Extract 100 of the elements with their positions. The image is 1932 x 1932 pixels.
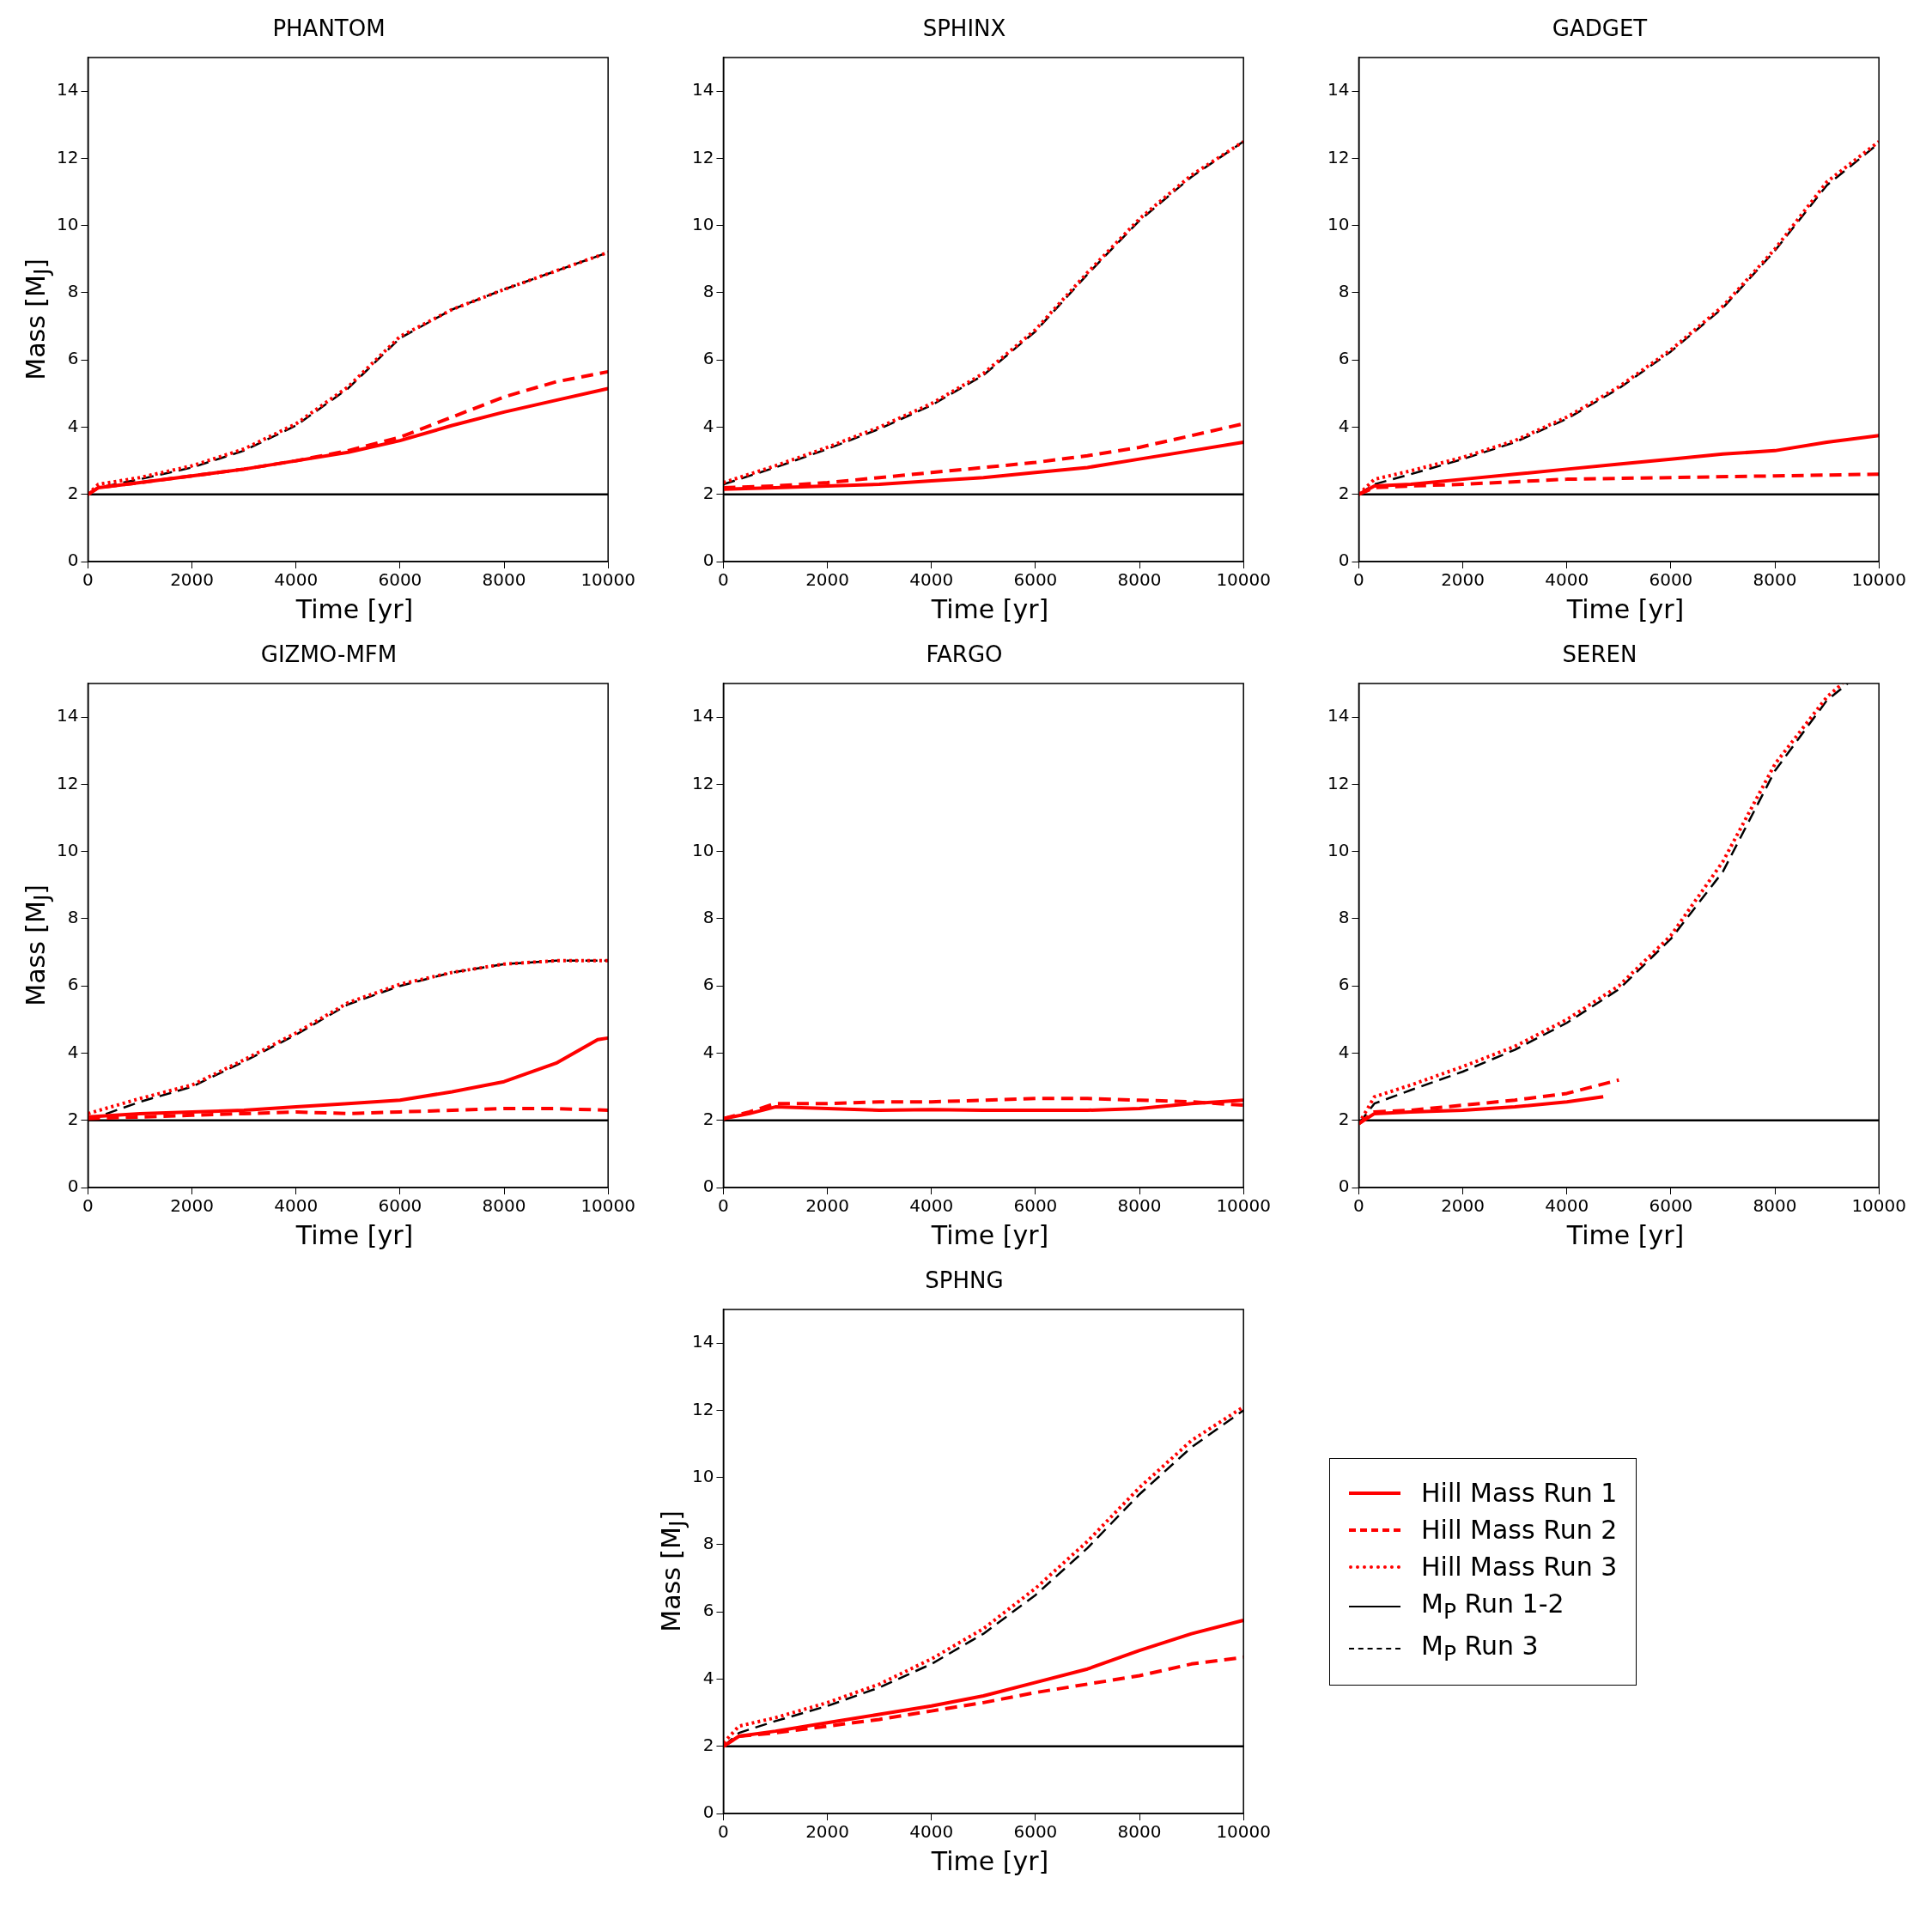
y-tick-label: 0 (702, 1176, 714, 1197)
y-tick-label: 0 (702, 550, 714, 571)
legend-label: Hill Mass Run 2 (1421, 1515, 1618, 1545)
y-tick-label: 12 (57, 146, 79, 167)
x-tick-label: 8000 (482, 1195, 526, 1217)
y-tick-label: 0 (702, 1801, 714, 1823)
y-tick-label: 0 (67, 550, 79, 571)
y-tick-label: 12 (57, 772, 79, 793)
y-tick-label: 8 (702, 907, 714, 928)
y-tick-label: 2 (1338, 482, 1350, 503)
x-tick-label: 2000 (805, 1821, 850, 1843)
y-tick-label: 2 (702, 1734, 714, 1755)
y-tick-label: 14 (57, 705, 79, 726)
y-tick-label: 2 (67, 482, 79, 503)
y-tick-label: 8 (1338, 907, 1350, 928)
x-tick-label: 0 (1353, 1195, 1364, 1217)
x-tick-label: 10000 (580, 1195, 635, 1217)
x-tick-label: 8000 (1753, 1195, 1797, 1217)
chart-title: GIZMO-MFM (260, 641, 398, 667)
x-tick-label: 6000 (1649, 1195, 1693, 1217)
x-tick-label: 4000 (909, 1821, 954, 1843)
y-tick-label: 14 (692, 79, 714, 100)
y-tick-label: 4 (702, 1667, 714, 1688)
legend-label: M$_{P}$ Run 3 (1421, 1631, 1539, 1666)
chart-title: SPHINX (922, 15, 1006, 41)
x-axis-title: Time [yr] (295, 594, 414, 624)
legend-label: M$_{P}$ Run 1-2 (1421, 1589, 1564, 1624)
x-tick-label: 4000 (274, 1195, 319, 1217)
y-tick-label: 2 (1338, 1108, 1350, 1129)
y-tick-label: 10 (57, 213, 79, 234)
y-tick-label: 12 (1327, 146, 1350, 167)
y-tick-label: 14 (57, 79, 79, 100)
x-axis-title: Time [yr] (1566, 594, 1685, 624)
y-tick-label: 6 (1338, 348, 1350, 369)
y-tick-label: 10 (692, 1465, 714, 1486)
x-tick-label: 4000 (909, 569, 954, 591)
x-tick-label: 0 (82, 569, 94, 591)
y-tick-label: 0 (67, 1176, 79, 1197)
y-tick-label: 10 (1327, 213, 1350, 234)
x-tick-label: 2000 (170, 569, 215, 591)
y-tick-label: 8 (1338, 281, 1350, 302)
y-tick-label: 2 (702, 1108, 714, 1129)
y-tick-label: 6 (702, 974, 714, 995)
x-tick-label: 4000 (1545, 1195, 1589, 1217)
x-tick-label: 6000 (1013, 1195, 1058, 1217)
x-tick-label: 6000 (1013, 569, 1058, 591)
y-tick-label: 6 (1338, 974, 1350, 995)
y-tick-label: 0 (1338, 1176, 1350, 1197)
y-tick-label: 12 (1327, 772, 1350, 793)
y-tick-label: 4 (702, 415, 714, 436)
y-tick-label: 12 (692, 772, 714, 793)
y-tick-label: 10 (692, 213, 714, 234)
y-tick-label: 12 (692, 146, 714, 167)
x-axis-title: Time [yr] (931, 1846, 1049, 1876)
x-tick-label: 6000 (378, 1195, 422, 1217)
y-tick-label: 6 (67, 974, 79, 995)
y-tick-label: 14 (1327, 705, 1350, 726)
x-tick-label: 6000 (1649, 569, 1693, 591)
y-tick-label: 10 (1327, 839, 1350, 860)
y-tick-label: 8 (702, 1533, 714, 1554)
x-tick-label: 8000 (1753, 569, 1797, 591)
y-tick-label: 4 (67, 1041, 79, 1062)
x-tick-label: 0 (1353, 569, 1364, 591)
y-tick-label: 6 (67, 348, 79, 369)
x-axis-title: Time [yr] (295, 1220, 414, 1250)
y-tick-label: 12 (692, 1398, 714, 1419)
chart-title: PHANTOM (272, 15, 386, 41)
y-tick-label: 8 (67, 281, 79, 302)
x-tick-label: 6000 (1013, 1821, 1058, 1843)
chart-title: SEREN (1562, 641, 1637, 667)
y-tick-label: 4 (1338, 1041, 1350, 1062)
x-tick-label: 8000 (1117, 1821, 1162, 1843)
x-tick-label: 10000 (1216, 1195, 1271, 1217)
chart-title: FARGO (926, 641, 1003, 667)
y-tick-label: 2 (702, 482, 714, 503)
y-tick-label: 10 (692, 839, 714, 860)
x-tick-label: 4000 (274, 569, 319, 591)
x-tick-label: 10000 (1216, 1821, 1271, 1843)
x-tick-label: 2000 (170, 1195, 215, 1217)
x-tick-label: 0 (718, 569, 729, 591)
x-tick-label: 0 (718, 1195, 729, 1217)
x-tick-label: 2000 (1441, 569, 1485, 591)
y-tick-label: 6 (702, 348, 714, 369)
legend-label: Hill Mass Run 3 (1421, 1552, 1618, 1582)
y-tick-label: 4 (67, 415, 79, 436)
chart-title: SPHNG (925, 1267, 1004, 1293)
y-tick-label: 14 (692, 1331, 714, 1352)
y-tick-label: 8 (67, 907, 79, 928)
y-tick-label: 4 (702, 1041, 714, 1062)
y-tick-label: 0 (1338, 550, 1350, 571)
x-tick-label: 10000 (580, 569, 635, 591)
x-tick-label: 0 (82, 1195, 94, 1217)
x-tick-label: 4000 (909, 1195, 954, 1217)
x-tick-label: 2000 (1441, 1195, 1485, 1217)
y-tick-label: 14 (1327, 79, 1350, 100)
x-axis-title: Time [yr] (931, 1220, 1049, 1250)
x-tick-label: 6000 (378, 569, 422, 591)
x-tick-label: 10000 (1851, 1195, 1906, 1217)
x-tick-label: 10000 (1851, 569, 1906, 591)
chart-title: GADGET (1552, 15, 1648, 41)
